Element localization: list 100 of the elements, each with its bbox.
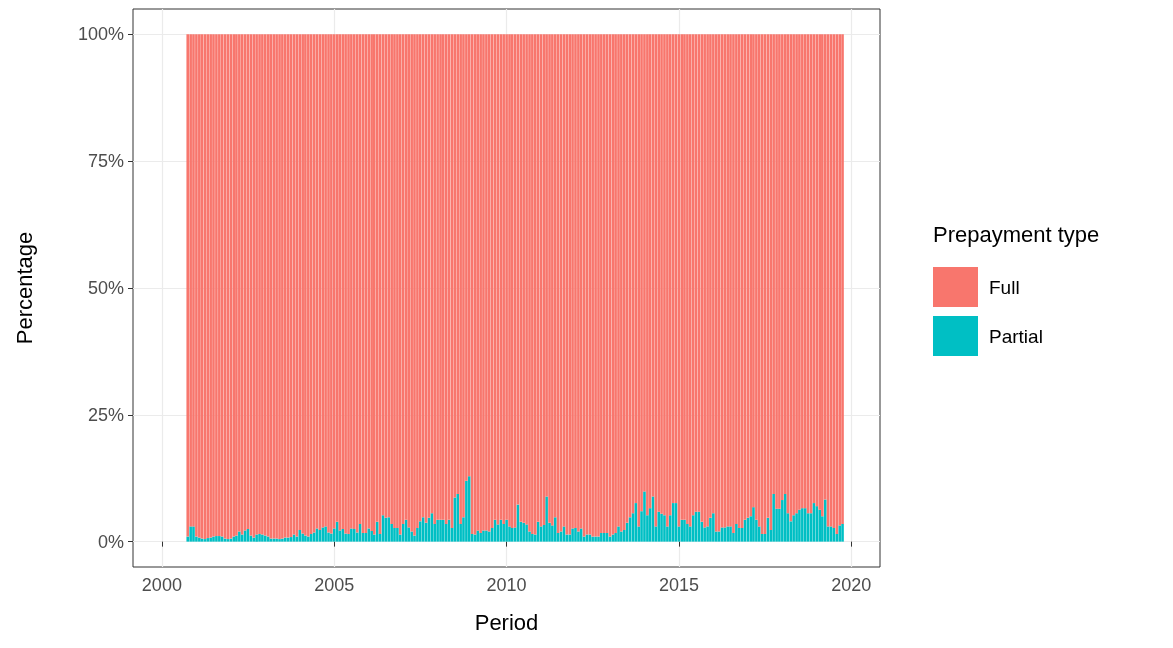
bar bbox=[485, 34, 488, 531]
bar bbox=[646, 34, 649, 516]
bar bbox=[732, 34, 735, 534]
bar bbox=[571, 528, 574, 542]
bar bbox=[284, 34, 287, 538]
bar bbox=[487, 531, 491, 542]
bar bbox=[264, 535, 267, 542]
bar bbox=[803, 34, 807, 509]
bar bbox=[284, 537, 287, 542]
bar bbox=[597, 536, 600, 542]
bar bbox=[441, 519, 445, 542]
bar bbox=[620, 34, 623, 532]
bar bbox=[637, 34, 640, 527]
x-tick-label: 2000 bbox=[141, 575, 182, 595]
bar bbox=[355, 34, 359, 533]
bar bbox=[643, 491, 646, 542]
bar bbox=[502, 523, 505, 542]
bar bbox=[821, 34, 824, 517]
bar bbox=[686, 523, 689, 542]
bar bbox=[479, 533, 482, 542]
bar bbox=[551, 34, 554, 526]
bar bbox=[841, 34, 844, 524]
bar bbox=[798, 34, 801, 510]
bar bbox=[261, 534, 264, 542]
bar bbox=[778, 34, 781, 509]
bar bbox=[278, 539, 281, 542]
bar bbox=[688, 34, 692, 527]
bar bbox=[594, 34, 597, 537]
bar bbox=[298, 529, 302, 542]
bar bbox=[465, 480, 468, 542]
bar bbox=[195, 34, 198, 537]
bar bbox=[838, 525, 841, 542]
bar bbox=[533, 34, 537, 535]
bar bbox=[528, 34, 531, 532]
bar bbox=[410, 531, 413, 542]
bar bbox=[476, 34, 480, 531]
y-tick-label: 50% bbox=[87, 278, 124, 298]
y-tick-label: 100% bbox=[77, 24, 124, 45]
bar bbox=[666, 34, 669, 527]
legend-title: Prepayment type bbox=[933, 221, 1100, 247]
bar bbox=[350, 528, 353, 542]
bar bbox=[436, 34, 439, 520]
bar bbox=[278, 34, 281, 540]
bar bbox=[281, 34, 284, 539]
bar bbox=[235, 535, 238, 542]
bar bbox=[735, 523, 738, 542]
x-tick-label: 2010 bbox=[486, 575, 527, 595]
bar bbox=[657, 511, 660, 542]
bar bbox=[482, 530, 485, 542]
x-axis-title: Period bbox=[474, 609, 539, 635]
bar bbox=[281, 538, 284, 542]
x-tick-label: 2005 bbox=[314, 575, 355, 595]
bar bbox=[594, 536, 597, 542]
bar bbox=[215, 536, 218, 542]
bar bbox=[436, 519, 439, 542]
bar bbox=[795, 513, 798, 542]
bar bbox=[634, 503, 638, 542]
bar bbox=[353, 528, 356, 542]
bar bbox=[479, 34, 482, 534]
bar bbox=[255, 34, 258, 535]
bar bbox=[712, 513, 715, 542]
bar bbox=[456, 493, 460, 542]
bar bbox=[574, 34, 577, 528]
bar bbox=[502, 34, 505, 524]
bar bbox=[192, 526, 195, 542]
bar bbox=[792, 515, 795, 542]
bar bbox=[835, 34, 839, 535]
bar bbox=[347, 34, 350, 535]
bar bbox=[304, 34, 307, 536]
bar bbox=[459, 34, 462, 524]
bar bbox=[261, 34, 264, 535]
bar bbox=[255, 534, 258, 542]
bar bbox=[418, 521, 422, 542]
bar bbox=[548, 34, 551, 523]
bar bbox=[803, 508, 807, 542]
bar bbox=[654, 34, 658, 527]
bar bbox=[709, 517, 712, 542]
bar bbox=[487, 34, 491, 532]
bar bbox=[617, 526, 620, 542]
bar bbox=[393, 34, 396, 528]
bar bbox=[407, 34, 411, 528]
bar bbox=[841, 523, 844, 542]
bar bbox=[600, 533, 603, 542]
bar bbox=[235, 34, 238, 536]
bar bbox=[335, 521, 339, 542]
bar bbox=[393, 527, 396, 542]
bar bbox=[186, 34, 190, 537]
bar bbox=[798, 509, 801, 542]
bar bbox=[525, 524, 528, 542]
bar bbox=[553, 517, 557, 542]
bar bbox=[258, 534, 261, 542]
bar bbox=[706, 34, 709, 527]
y-tick-label: 0% bbox=[97, 531, 124, 552]
bar bbox=[367, 528, 371, 542]
y-tick-label: 75% bbox=[87, 151, 124, 172]
bar bbox=[441, 34, 445, 520]
bar bbox=[410, 34, 413, 532]
bar bbox=[482, 34, 485, 531]
bar bbox=[398, 34, 402, 535]
bar bbox=[531, 34, 534, 535]
